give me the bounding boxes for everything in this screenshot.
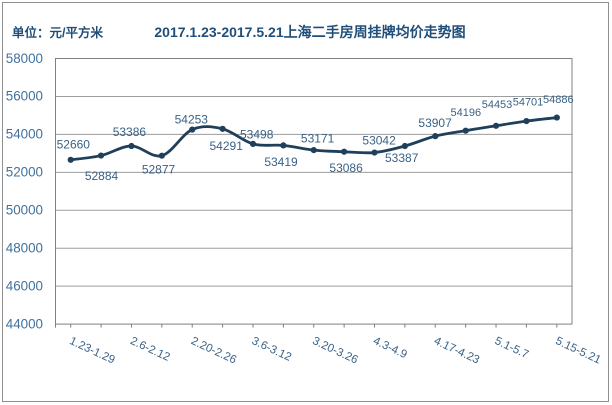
svg-text:53387: 53387 (385, 151, 419, 165)
svg-text:58000: 58000 (6, 51, 43, 66)
svg-text:单位：元/平方米: 单位：元/平方米 (12, 25, 103, 40)
svg-text:44000: 44000 (6, 316, 43, 331)
svg-text:54000: 54000 (6, 127, 43, 142)
svg-text:52000: 52000 (6, 165, 43, 180)
svg-text:2017.1.23-2017.5.21上海二手房周挂牌均价走: 2017.1.23-2017.5.21上海二手房周挂牌均价走势图 (154, 24, 465, 40)
svg-text:56000: 56000 (6, 89, 43, 104)
svg-text:54886: 54886 (543, 94, 574, 106)
svg-text:54701: 54701 (513, 96, 544, 108)
svg-text:53386: 53386 (113, 125, 147, 139)
svg-text:53907: 53907 (418, 116, 452, 130)
svg-text:54253: 54253 (175, 112, 209, 126)
svg-text:52877: 52877 (142, 162, 176, 176)
svg-text:52660: 52660 (57, 137, 91, 151)
svg-text:53419: 53419 (264, 155, 298, 169)
svg-text:50000: 50000 (6, 203, 43, 218)
svg-text:54291: 54291 (210, 139, 244, 153)
svg-text:54196: 54196 (451, 107, 482, 119)
svg-text:53042: 53042 (362, 133, 396, 147)
svg-text:53086: 53086 (329, 161, 363, 175)
svg-text:52884: 52884 (85, 169, 119, 183)
svg-text:53171: 53171 (301, 132, 335, 146)
svg-text:48000: 48000 (6, 241, 43, 256)
svg-text:54453: 54453 (482, 99, 513, 111)
svg-text:46000: 46000 (6, 279, 43, 294)
svg-text:53498: 53498 (240, 127, 274, 141)
